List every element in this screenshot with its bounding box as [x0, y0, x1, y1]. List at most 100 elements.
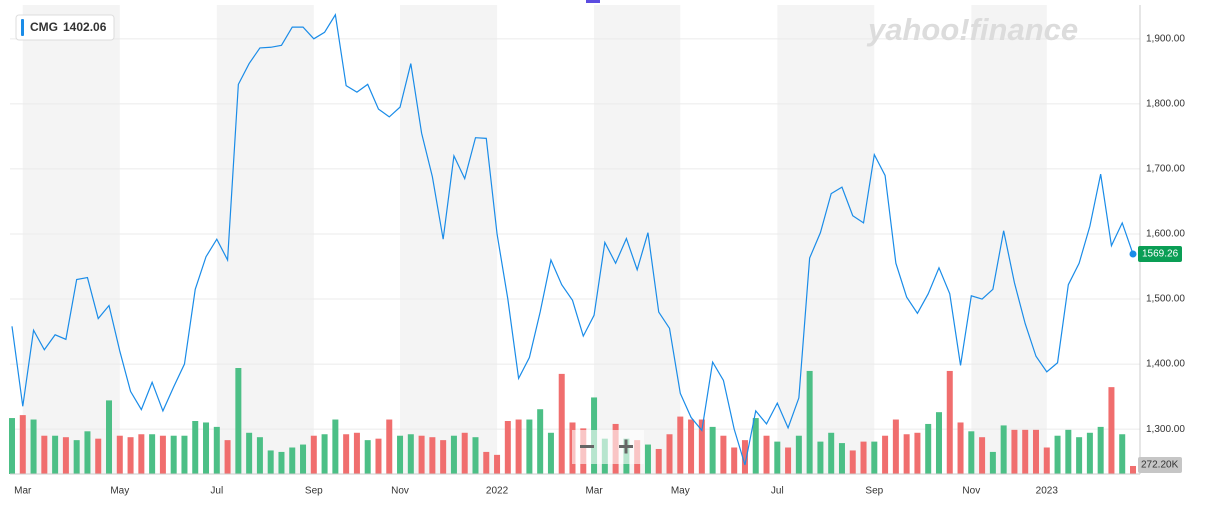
y-tick-label: 1,700.00 — [1146, 164, 1185, 175]
y-tick-label: 1,400.00 — [1146, 359, 1185, 370]
volume-bar — [289, 447, 296, 474]
x-tick-label: Mar — [585, 486, 603, 497]
period-band — [400, 5, 498, 474]
volume-bar — [62, 437, 69, 474]
volume-bar — [41, 435, 48, 474]
volume-bar — [817, 441, 824, 474]
volume-bar — [127, 437, 134, 474]
volume-bar — [882, 435, 889, 474]
volume-bar — [310, 435, 317, 474]
volume-bar — [1097, 426, 1104, 474]
x-tick-label: Sep — [305, 486, 323, 497]
volume-bar — [828, 432, 835, 474]
x-tick-label: Mar — [14, 486, 32, 497]
volume-bar — [170, 435, 177, 474]
zoom-out[interactable] — [580, 445, 594, 448]
volume-bar — [504, 421, 511, 474]
volume-bar — [892, 419, 899, 474]
volume-bar — [429, 437, 436, 474]
volume-bar — [138, 434, 145, 474]
volume-bar — [774, 441, 781, 474]
volume-bar — [526, 419, 533, 474]
volume-bar — [375, 438, 382, 474]
volume-bar — [461, 432, 468, 474]
volume-bar — [440, 440, 447, 474]
volume-bar — [763, 435, 770, 474]
volume-bar — [1108, 387, 1115, 474]
period-band — [777, 5, 875, 474]
volume-bar — [386, 419, 393, 474]
volume-bar — [73, 440, 80, 474]
volume-bar — [84, 431, 91, 474]
quote-bg — [15, 14, 115, 41]
volume-bar — [903, 434, 910, 474]
volume-bar — [213, 426, 220, 474]
volume-bar — [968, 431, 975, 474]
volume-bar — [515, 419, 522, 474]
period-band — [22, 5, 120, 474]
volume-bar — [741, 440, 748, 474]
x-tick-label: May — [671, 486, 690, 497]
y-tick-label: 1,900.00 — [1146, 33, 1185, 44]
volume-bar — [1130, 465, 1136, 474]
volume-bar — [116, 435, 123, 474]
volume-bar — [1086, 432, 1093, 474]
volume-bar — [203, 422, 210, 474]
symbol: CMG — [30, 20, 58, 34]
volume-bar — [353, 432, 360, 474]
range-indicator — [586, 0, 600, 3]
y-tick-label: 1,600.00 — [1146, 229, 1185, 240]
volume-bar — [267, 450, 274, 474]
volume-bar — [838, 443, 845, 474]
quote-box: CMG 1402.06 — [15, 14, 115, 41]
volume-bar — [1000, 425, 1007, 474]
volume-bar — [300, 444, 307, 474]
volume-bar — [397, 435, 404, 474]
volume-bar — [321, 434, 328, 474]
volume-bar — [946, 370, 953, 474]
volume-bar — [709, 426, 716, 474]
volume-bar — [52, 435, 59, 474]
volume-bar — [935, 412, 942, 474]
volume-bar — [235, 368, 242, 474]
period-band — [594, 5, 681, 474]
volume-bar — [332, 419, 339, 474]
volume-bar — [256, 437, 263, 474]
volume-bar — [871, 441, 878, 474]
watermark: yahoo!finance — [866, 12, 1078, 47]
y-tick-label: 1,300.00 — [1146, 424, 1185, 435]
volume-bar — [149, 434, 156, 474]
volume-bar — [483, 451, 490, 474]
zoom-control[interactable] — [572, 430, 644, 464]
volume-bar — [1119, 434, 1126, 474]
volume-bar — [192, 421, 199, 474]
last-point — [1129, 250, 1137, 258]
volume-bar — [644, 444, 651, 474]
volume-bar — [698, 419, 705, 474]
volume-label: 272.20K — [1141, 460, 1179, 471]
x-tick-label: Sep — [865, 486, 883, 497]
volume-bar — [752, 418, 759, 474]
volume-bar — [558, 373, 565, 474]
volume-bar — [181, 435, 188, 474]
volume-bar — [106, 400, 113, 474]
volume-bar — [914, 432, 921, 474]
x-tick-label: 2023 — [1036, 486, 1059, 497]
quote: 1402.06 — [63, 20, 107, 34]
volume-bar — [849, 450, 856, 474]
period-band — [971, 5, 1047, 474]
volume-bar — [925, 423, 932, 474]
last-price-bg — [1138, 245, 1182, 262]
volume-bar — [1032, 429, 1039, 474]
volume-bar — [688, 419, 695, 474]
volume-bar — [989, 451, 996, 474]
volume-bar — [95, 438, 102, 474]
volume-bar — [720, 435, 727, 474]
volume-bar — [860, 441, 867, 474]
volume-bar — [1065, 429, 1072, 474]
volume-bar — [494, 454, 501, 474]
last-price-label: 1569.26 — [1142, 249, 1179, 260]
volume-bar — [537, 409, 544, 474]
volume-bar — [1054, 435, 1061, 474]
